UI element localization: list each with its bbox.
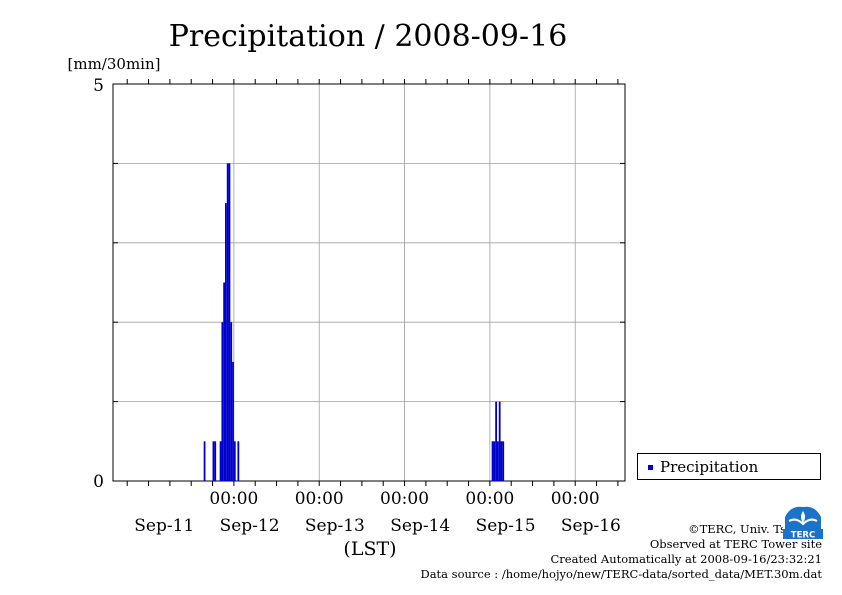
precipitation-bar [226,163,229,481]
precipitation-bar [225,203,227,481]
x-time-tick-label: 00:00 [551,489,600,509]
x-time-tick-label: 00:00 [295,489,344,509]
observed-text: Observed at TERC Tower site [649,537,822,551]
precipitation-bar [493,441,496,481]
terc-logo-icon: TERC [783,503,823,539]
chart-grid [113,84,625,481]
y-axis-unit-label: [mm/30min] [68,55,161,73]
precipitation-bar [228,163,231,481]
created-text: Created Automatically at 2008-09-16/23:3… [550,552,823,566]
x-time-tick-label: 00:00 [209,489,258,509]
x-time-tick-label: 00:00 [380,489,429,509]
x-date-label: Sep-14 [390,516,450,536]
precipitation-bar [233,441,236,481]
precipitation-bar [221,322,224,481]
x-axis-label: (LST) [343,538,396,560]
legend-label: Precipitation [660,458,759,476]
precipitation-bar [230,322,233,481]
precipitation-bar [497,441,499,481]
x-date-label: Sep-11 [134,516,194,536]
chart-title: Precipitation / 2008-09-16 [169,19,568,54]
axis-ticks [113,79,625,486]
credits-block: ©TERC, Univ. Tsukuba Observed at TERC To… [420,522,822,582]
plot-frame [112,83,626,482]
legend-swatch [648,465,653,470]
x-time-tick-label: 00:00 [465,489,514,509]
data-source-text: Data source : /home/hojyo/new/TERC-data/… [420,567,822,581]
copyright-text: ©TERC, Univ. Tsukuba [688,522,822,536]
precipitation-bar [214,441,217,481]
precipitation-bar [223,282,226,481]
precipitation-bar [491,441,494,481]
precipitation-bar [232,361,234,481]
y-tick-label-5: 5 [93,76,104,96]
x-date-label: Sep-13 [305,516,365,536]
precipitation-bar [212,441,215,481]
precipitation-bar [219,441,222,481]
precipitation-bars [203,163,505,481]
x-date-label: Sep-16 [561,516,621,536]
precipitation-bar [203,441,206,481]
precipitation-bar [495,401,498,481]
x-axis-labels: 00:00 00:00 00:00 00:00 00:00 Sep-11 Sep-12 Sep… [134,489,621,536]
precipitation-bar [500,441,503,481]
legend: Precipitation [637,453,821,480]
x-date-label: Sep-15 [476,516,536,536]
y-tick-label-0: 0 [93,472,104,492]
precipitation-bar [237,441,240,481]
precipitation-bar [502,441,505,481]
svg-text:TERC: TERC [791,531,815,540]
precipitation-bar [498,401,501,481]
x-date-label: Sep-12 [220,516,280,536]
